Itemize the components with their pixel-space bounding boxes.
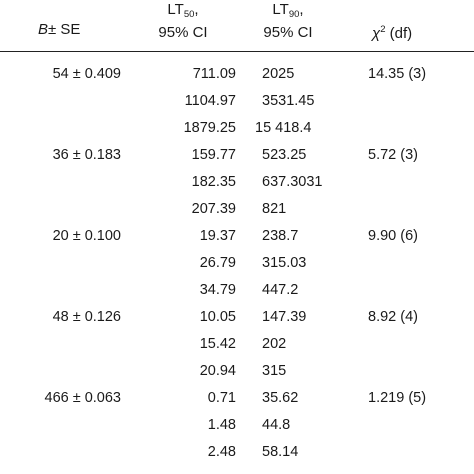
cell-lt50: 26.79 xyxy=(199,255,236,271)
cell-lt50: 10.05 xyxy=(199,309,236,325)
header-b-se: B± SE xyxy=(38,21,124,39)
cell-lt90: 58.14 xyxy=(262,444,299,460)
header-lt90: LT90, 95% CI xyxy=(238,1,338,42)
header-lt50-subscript: 50 xyxy=(183,9,195,20)
cell-b-se: 466 ± 0.063 xyxy=(44,390,122,406)
header-b-se-rest: ± SE xyxy=(48,21,81,38)
header-lt90-ci: 95% CI xyxy=(263,24,313,41)
cell-b-se: 20 ± 0.100 xyxy=(52,228,121,244)
cell-lt50: 0.71 xyxy=(207,390,236,406)
cell-lt50: 34.79 xyxy=(199,282,236,298)
header-lt90-subscript: 90 xyxy=(288,9,300,20)
cell-lt50: 1.48 xyxy=(207,417,236,433)
cell-lt90: 637.3031 xyxy=(262,174,323,190)
header-chi-superscript: 2 xyxy=(380,24,386,35)
header-lt50-title: LT50, xyxy=(167,1,199,20)
cell-lt90: 3531.45 xyxy=(262,93,315,109)
cell-chi: 5.72 (3) xyxy=(368,147,418,163)
cell-lt90: 147.39 xyxy=(262,309,307,325)
cell-lt50: 1879.25 xyxy=(183,120,236,136)
cell-b-se: 36 ± 0.183 xyxy=(52,147,121,163)
cell-lt90: 35.62 xyxy=(262,390,299,406)
cell-chi: 8.92 (4) xyxy=(368,309,418,325)
header-lt50-ci: 95% CI xyxy=(158,24,208,41)
header-b-letter: B xyxy=(38,21,49,38)
header-chi-symbol: χ xyxy=(372,25,381,42)
header-chi-square: χ2 (df) xyxy=(372,21,462,43)
cell-lt50: 19.37 xyxy=(199,228,236,244)
cell-lt90: 44.8 xyxy=(262,417,291,433)
cell-lt90: 523.25 xyxy=(262,147,307,163)
cell-lt90: 821 xyxy=(262,201,287,217)
header-lt50: LT50, 95% CI xyxy=(128,1,238,42)
cell-lt50: 15.42 xyxy=(199,336,236,352)
cell-lt90: 238.7 xyxy=(262,228,299,244)
cell-lt90: 2025 xyxy=(262,66,295,82)
cell-lt50: 182.35 xyxy=(191,174,236,190)
cell-b-se: 48 ± 0.126 xyxy=(52,309,121,325)
cell-lt90: 315.03 xyxy=(262,255,307,271)
cell-chi: 14.35 (3) xyxy=(368,66,427,82)
cell-b-se: 54 ± 0.409 xyxy=(52,66,121,82)
header-rule xyxy=(0,51,474,52)
cell-lt90: 315 xyxy=(262,363,287,379)
header-lt90-title: LT90, xyxy=(272,1,304,20)
cell-lt50: 2.48 xyxy=(207,444,236,460)
cell-chi: 9.90 (6) xyxy=(368,228,418,244)
cell-lt90: 447.2 xyxy=(262,282,299,298)
cell-lt90: 202 xyxy=(262,336,287,352)
cell-lt50: 159.77 xyxy=(191,147,236,163)
cell-lt50: 207.39 xyxy=(191,201,236,217)
header-chi-rest: (df) xyxy=(385,25,413,42)
cell-lt50: 20.94 xyxy=(199,363,236,379)
cell-chi: 1.219 (5) xyxy=(368,390,427,406)
cell-lt90: 15 418.4 xyxy=(255,120,312,136)
cell-lt50: 711.09 xyxy=(192,66,236,82)
cell-lt50: 1104.97 xyxy=(184,93,236,109)
